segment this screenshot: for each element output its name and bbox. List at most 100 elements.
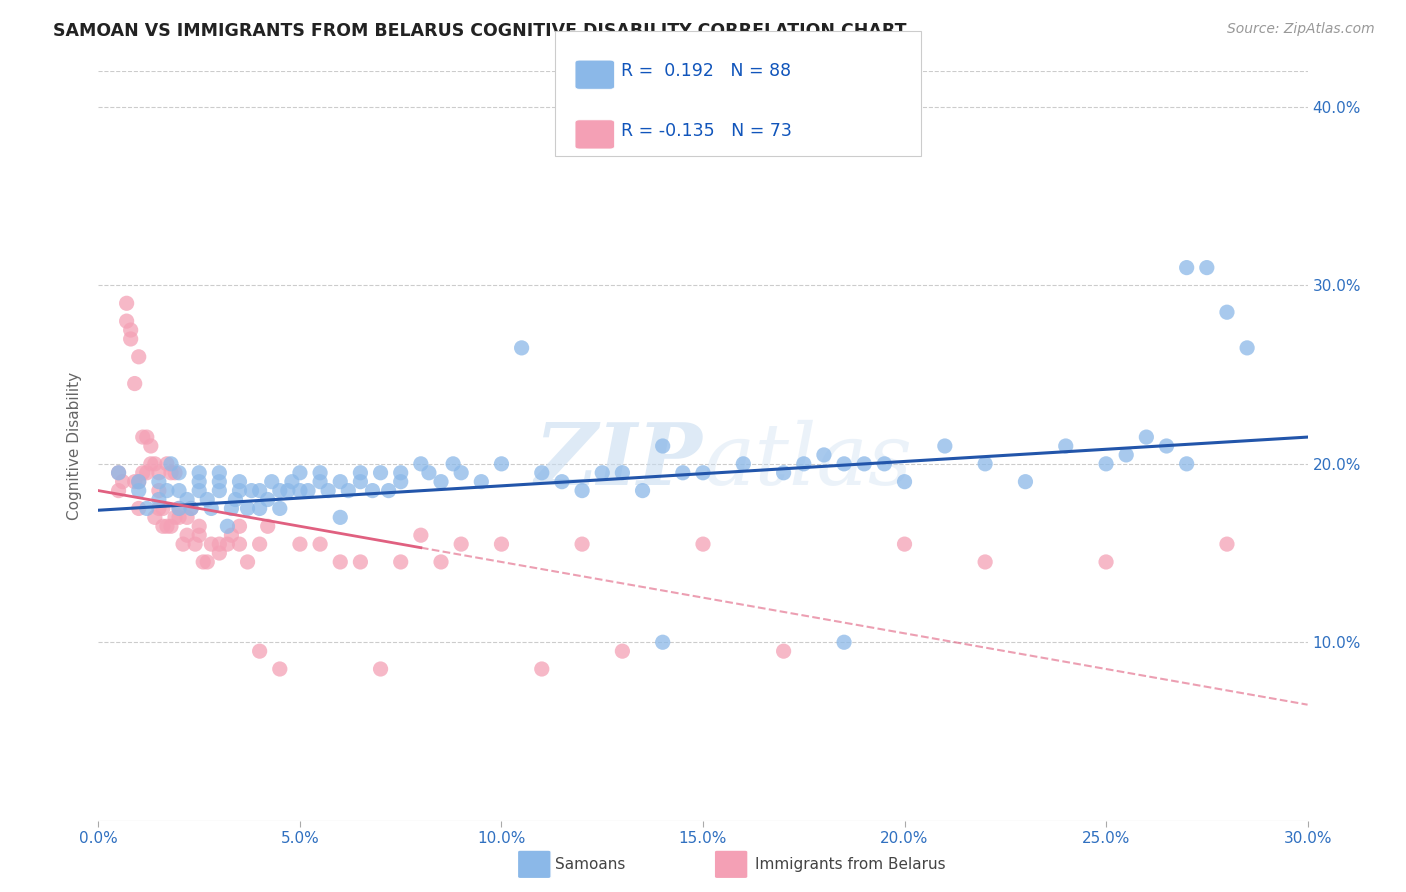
Text: Samoans: Samoans: [555, 857, 626, 871]
Point: [208, 483, 231, 498]
Point: [221, 528, 243, 542]
Point: [1135, 430, 1157, 444]
Point: [409, 457, 432, 471]
Point: [160, 519, 183, 533]
Point: [236, 555, 259, 569]
Point: [260, 475, 283, 489]
Point: [309, 537, 332, 551]
Point: [208, 466, 231, 480]
Point: [240, 483, 263, 498]
Point: [128, 475, 150, 489]
Point: [418, 466, 440, 480]
Point: [1054, 439, 1077, 453]
Point: [160, 466, 183, 480]
Point: [156, 483, 179, 498]
Point: [1156, 439, 1178, 453]
Point: [612, 644, 634, 658]
Point: [1175, 457, 1198, 471]
Point: [269, 501, 291, 516]
Point: [832, 457, 855, 471]
Point: [389, 555, 412, 569]
Point: [120, 323, 142, 337]
Point: [288, 537, 311, 551]
Point: [139, 457, 162, 471]
Point: [228, 483, 250, 498]
Point: [167, 483, 190, 498]
Point: [1095, 457, 1118, 471]
Point: [361, 483, 384, 498]
Point: [316, 483, 339, 498]
Point: [135, 501, 157, 516]
Point: [228, 519, 250, 533]
Point: [180, 501, 202, 516]
Point: [631, 483, 654, 498]
Point: [510, 341, 533, 355]
Point: [188, 466, 211, 480]
Point: [249, 644, 271, 658]
Point: [1216, 537, 1239, 551]
Point: [281, 475, 304, 489]
Point: [128, 483, 150, 498]
Text: Immigrants from Belarus: Immigrants from Belarus: [755, 857, 946, 871]
Point: [208, 475, 231, 489]
Point: [249, 537, 271, 551]
Point: [793, 457, 815, 471]
Point: [256, 519, 278, 533]
Point: [132, 466, 155, 480]
Point: [974, 555, 997, 569]
Point: [128, 501, 150, 516]
Point: [571, 537, 593, 551]
Point: [1236, 341, 1258, 355]
Point: [180, 501, 202, 516]
Point: [188, 528, 211, 542]
Point: [200, 501, 222, 516]
Point: [124, 376, 146, 391]
Point: [1175, 260, 1198, 275]
Point: [873, 457, 896, 471]
Point: [156, 519, 179, 533]
Point: [188, 475, 211, 489]
Point: [139, 439, 162, 453]
Point: [370, 466, 392, 480]
Text: atlas: atlas: [703, 419, 912, 502]
Point: [221, 501, 243, 516]
Point: [1014, 475, 1036, 489]
Y-axis label: Cognitive Disability: Cognitive Disability: [67, 372, 83, 520]
Point: [974, 457, 997, 471]
Point: [893, 537, 915, 551]
Point: [111, 475, 134, 489]
Point: [288, 483, 311, 498]
Point: [163, 466, 186, 480]
Point: [217, 519, 239, 533]
Point: [143, 510, 166, 524]
Point: [337, 483, 360, 498]
Point: [228, 475, 250, 489]
Point: [115, 296, 138, 310]
Point: [195, 555, 218, 569]
Point: [148, 492, 170, 507]
Point: [184, 537, 207, 551]
Point: [167, 501, 190, 516]
Text: SAMOAN VS IMMIGRANTS FROM BELARUS COGNITIVE DISABILITY CORRELATION CHART: SAMOAN VS IMMIGRANTS FROM BELARUS COGNIT…: [53, 22, 907, 40]
Point: [193, 555, 215, 569]
Point: [224, 492, 246, 507]
Point: [591, 466, 613, 480]
Point: [277, 483, 299, 498]
Point: [148, 501, 170, 516]
Point: [176, 510, 198, 524]
Point: [1216, 305, 1239, 319]
Point: [297, 483, 319, 498]
Point: [813, 448, 835, 462]
Point: [349, 475, 371, 489]
Point: [1195, 260, 1218, 275]
Point: [156, 457, 179, 471]
Point: [651, 439, 673, 453]
Point: [176, 492, 198, 507]
Point: [672, 466, 695, 480]
Point: [692, 537, 714, 551]
Point: [309, 466, 332, 480]
Point: [370, 662, 392, 676]
Point: [249, 501, 271, 516]
Point: [409, 528, 432, 542]
Point: [148, 466, 170, 480]
